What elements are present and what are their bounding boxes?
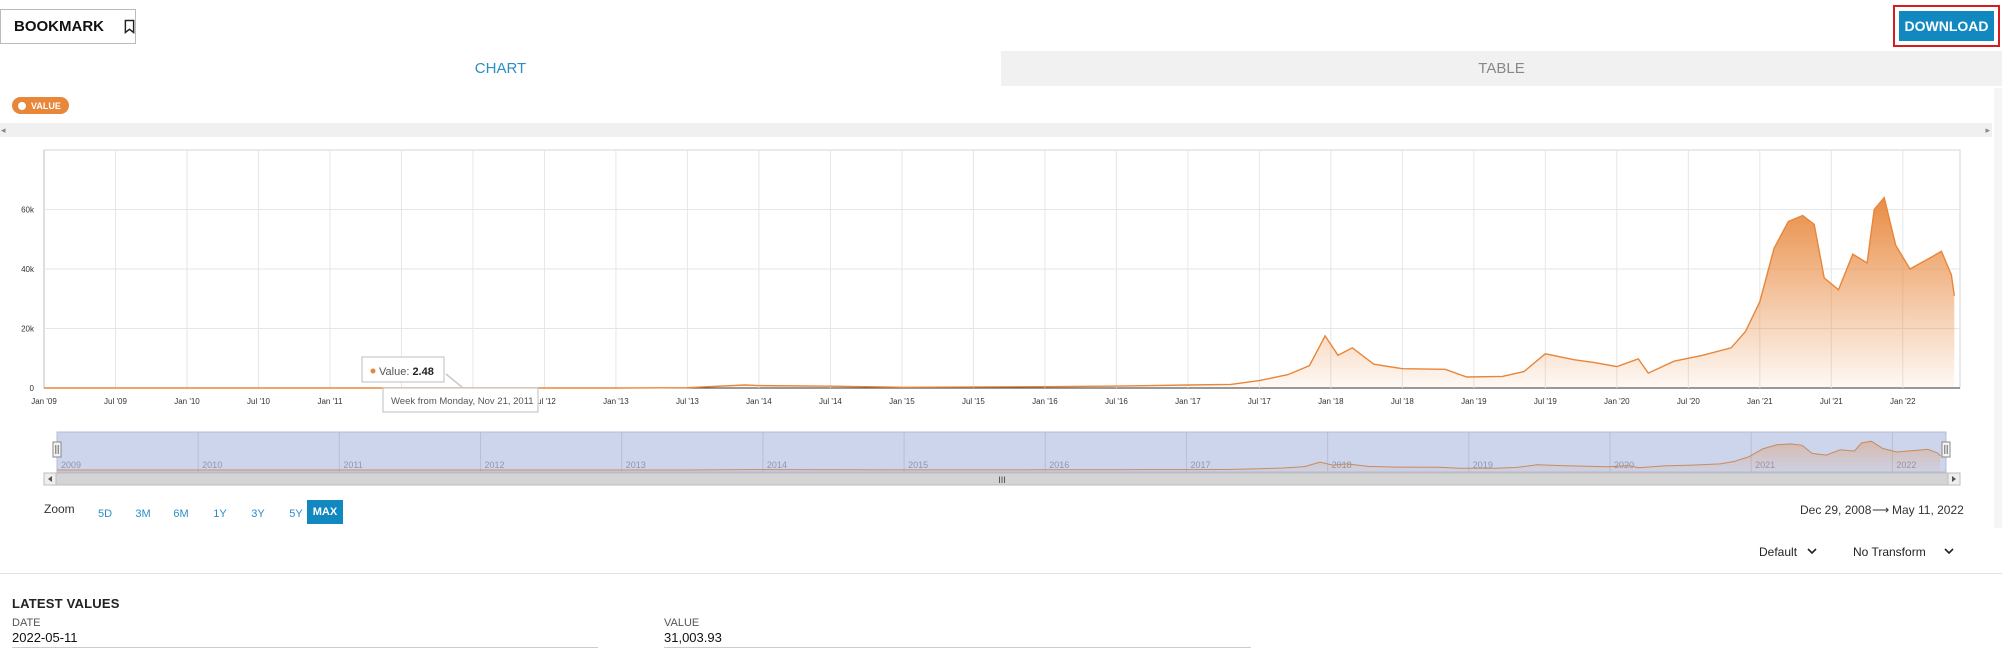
latest-value-value: 31,003.93 bbox=[664, 630, 722, 645]
navigator-year-label: 2017 bbox=[1190, 460, 1210, 470]
x-tick-label: Jan '15 bbox=[889, 397, 915, 406]
latest-value-underline bbox=[664, 647, 1251, 648]
chevron-down-icon bbox=[1807, 547, 1817, 558]
x-tick-label: Jan '18 bbox=[1318, 397, 1344, 406]
y-tick-label: 40k bbox=[21, 265, 35, 274]
x-tick-label: Jul '14 bbox=[819, 397, 842, 406]
navigator-year-label: 2015 bbox=[908, 460, 928, 470]
zoom-button-1y[interactable]: 1Y bbox=[213, 508, 227, 520]
navigator-year-label: 2009 bbox=[61, 460, 81, 470]
x-tick-label: Jan '14 bbox=[746, 397, 772, 406]
date-range-to[interactable]: May 11, 2022 bbox=[1892, 503, 1964, 517]
bookmark-label: BOOKMARK bbox=[14, 18, 104, 35]
tab-table[interactable]: TABLE bbox=[1001, 51, 2002, 86]
zoom-button-5d[interactable]: 5D bbox=[97, 508, 113, 520]
latest-values-title: LATEST VALUES bbox=[12, 596, 120, 611]
navigator-year-label: 2013 bbox=[626, 460, 646, 470]
navigator-series-line bbox=[57, 440, 1941, 471]
page-vertical-scrollbar[interactable] bbox=[1994, 88, 2002, 528]
tooltip-dot-icon bbox=[370, 368, 376, 374]
navigator-year-label: 2012 bbox=[485, 460, 505, 470]
x-tick-label: Jan '17 bbox=[1175, 397, 1201, 406]
download-highlight: DOWNLOAD bbox=[1893, 5, 2000, 47]
x-tick-label: Jul '17 bbox=[1248, 397, 1271, 406]
x-tick-label: Jul '10 bbox=[247, 397, 270, 406]
tooltip-period: Week from Monday, Nov 21, 2011 bbox=[391, 396, 534, 407]
tooltip-value-label: Value: bbox=[379, 366, 409, 378]
x-tick-label: Jan '09 bbox=[31, 397, 57, 406]
frequency-select-value: Default bbox=[1759, 545, 1798, 559]
x-tick-label: Jul '19 bbox=[1534, 397, 1557, 406]
x-tick-label: Jul '20 bbox=[1677, 397, 1700, 406]
zoom-button-3y[interactable]: 3Y bbox=[251, 508, 265, 520]
navigator-year-label: 2010 bbox=[202, 460, 222, 470]
download-button[interactable]: DOWNLOAD bbox=[1899, 11, 1994, 41]
chart-horizontal-scrollbar[interactable]: ◂ ▸ bbox=[0, 123, 1992, 137]
hover-tooltip: Value: 2.48 Week from Monday, Nov 21, 20… bbox=[361, 356, 539, 413]
x-tick-label: Jan '16 bbox=[1032, 397, 1058, 406]
value-series-area bbox=[44, 197, 1955, 388]
y-tick-label: 60k bbox=[21, 206, 35, 215]
legend-label: VALUE bbox=[31, 100, 61, 111]
tooltip-value: 2.48 bbox=[412, 366, 433, 378]
section-divider bbox=[0, 573, 2002, 574]
navigator-year-label: 2014 bbox=[767, 460, 787, 470]
y-tick-label: 0 bbox=[30, 384, 35, 393]
x-tick-label: Jul '15 bbox=[962, 397, 985, 406]
date-range-arrow-icon: ⟶ bbox=[1872, 503, 1890, 517]
y-tick-label: 20k bbox=[21, 325, 35, 334]
x-tick-label: Jul '12 bbox=[533, 397, 556, 406]
zoom-label: Zoom bbox=[44, 502, 75, 516]
navigator-year-label: 2016 bbox=[1049, 460, 1069, 470]
x-tick-label: Jan '22 bbox=[1890, 397, 1916, 406]
zoom-button-5y[interactable]: 5Y bbox=[289, 508, 303, 520]
x-tick-label: Jul '13 bbox=[676, 397, 699, 406]
x-tick-label: Jan '20 bbox=[1604, 397, 1630, 406]
transform-select-value: No Transform bbox=[1853, 545, 1926, 559]
latest-date-label: DATE bbox=[12, 617, 41, 629]
navigator-right-handle[interactable] bbox=[1941, 441, 1951, 458]
transform-select[interactable]: No Transform bbox=[1853, 545, 1954, 559]
x-tick-label: Jul '21 bbox=[1820, 397, 1843, 406]
zoom-button-6m[interactable]: 6M bbox=[173, 508, 189, 520]
navigator-year-label: 2020 bbox=[1614, 460, 1634, 470]
zoom-button-max[interactable]: MAX bbox=[307, 500, 343, 524]
legend-dot-icon bbox=[18, 101, 26, 110]
value-area-chart: 0 20k 40k 60k Jan '09 Jul '09 Jan '10 Jul '10 J… bbox=[21, 149, 1961, 486]
x-tick-label: Jan '21 bbox=[1747, 397, 1773, 406]
navigator-scroll-grip-icon: III bbox=[998, 475, 1006, 485]
tab-chart[interactable]: CHART bbox=[0, 51, 1001, 86]
latest-date-underline bbox=[12, 647, 598, 648]
chevron-down-icon bbox=[1944, 547, 1954, 558]
x-tick-label: Jan '19 bbox=[1461, 397, 1487, 406]
latest-date-value: 2022-05-11 bbox=[12, 630, 78, 645]
navigator-year-label: 2019 bbox=[1473, 460, 1493, 470]
x-tick-label: Jan '13 bbox=[603, 397, 629, 406]
frequency-select[interactable]: Default bbox=[1759, 545, 1817, 559]
x-tick-label: Jan '11 bbox=[317, 397, 343, 406]
date-range-from[interactable]: Dec 29, 2008 bbox=[1800, 503, 1872, 517]
navigator-left-handle[interactable] bbox=[52, 441, 62, 458]
bookmark-button[interactable]: BOOKMARK bbox=[0, 9, 136, 44]
x-tick-label: Jul '16 bbox=[1105, 397, 1128, 406]
x-tick-label: Jul '18 bbox=[1391, 397, 1414, 406]
navigator-scroll-right-arrow-icon bbox=[1952, 476, 1956, 482]
navigator-scroll-left-arrow-icon bbox=[48, 476, 52, 482]
navigator-year-label: 2011 bbox=[343, 460, 362, 470]
latest-value-label: VALUE bbox=[664, 617, 700, 629]
navigator-series-area bbox=[57, 441, 1941, 472]
bookmark-icon bbox=[124, 19, 135, 34]
svg-text:Value: 2.48: Value: 2.48 bbox=[379, 366, 434, 378]
x-tick-label: Jul '09 bbox=[104, 397, 127, 406]
x-tick-label: Jan '10 bbox=[174, 397, 200, 406]
legend-value-toggle[interactable]: VALUE bbox=[12, 97, 69, 114]
view-tabs: CHART TABLE bbox=[0, 51, 2002, 86]
value-series-line bbox=[44, 196, 1955, 389]
zoom-button-3m[interactable]: 3M bbox=[135, 508, 151, 520]
scroll-right-arrow-icon[interactable]: ▸ bbox=[1985, 125, 1990, 135]
scroll-left-arrow-icon[interactable]: ◂ bbox=[1, 125, 6, 135]
